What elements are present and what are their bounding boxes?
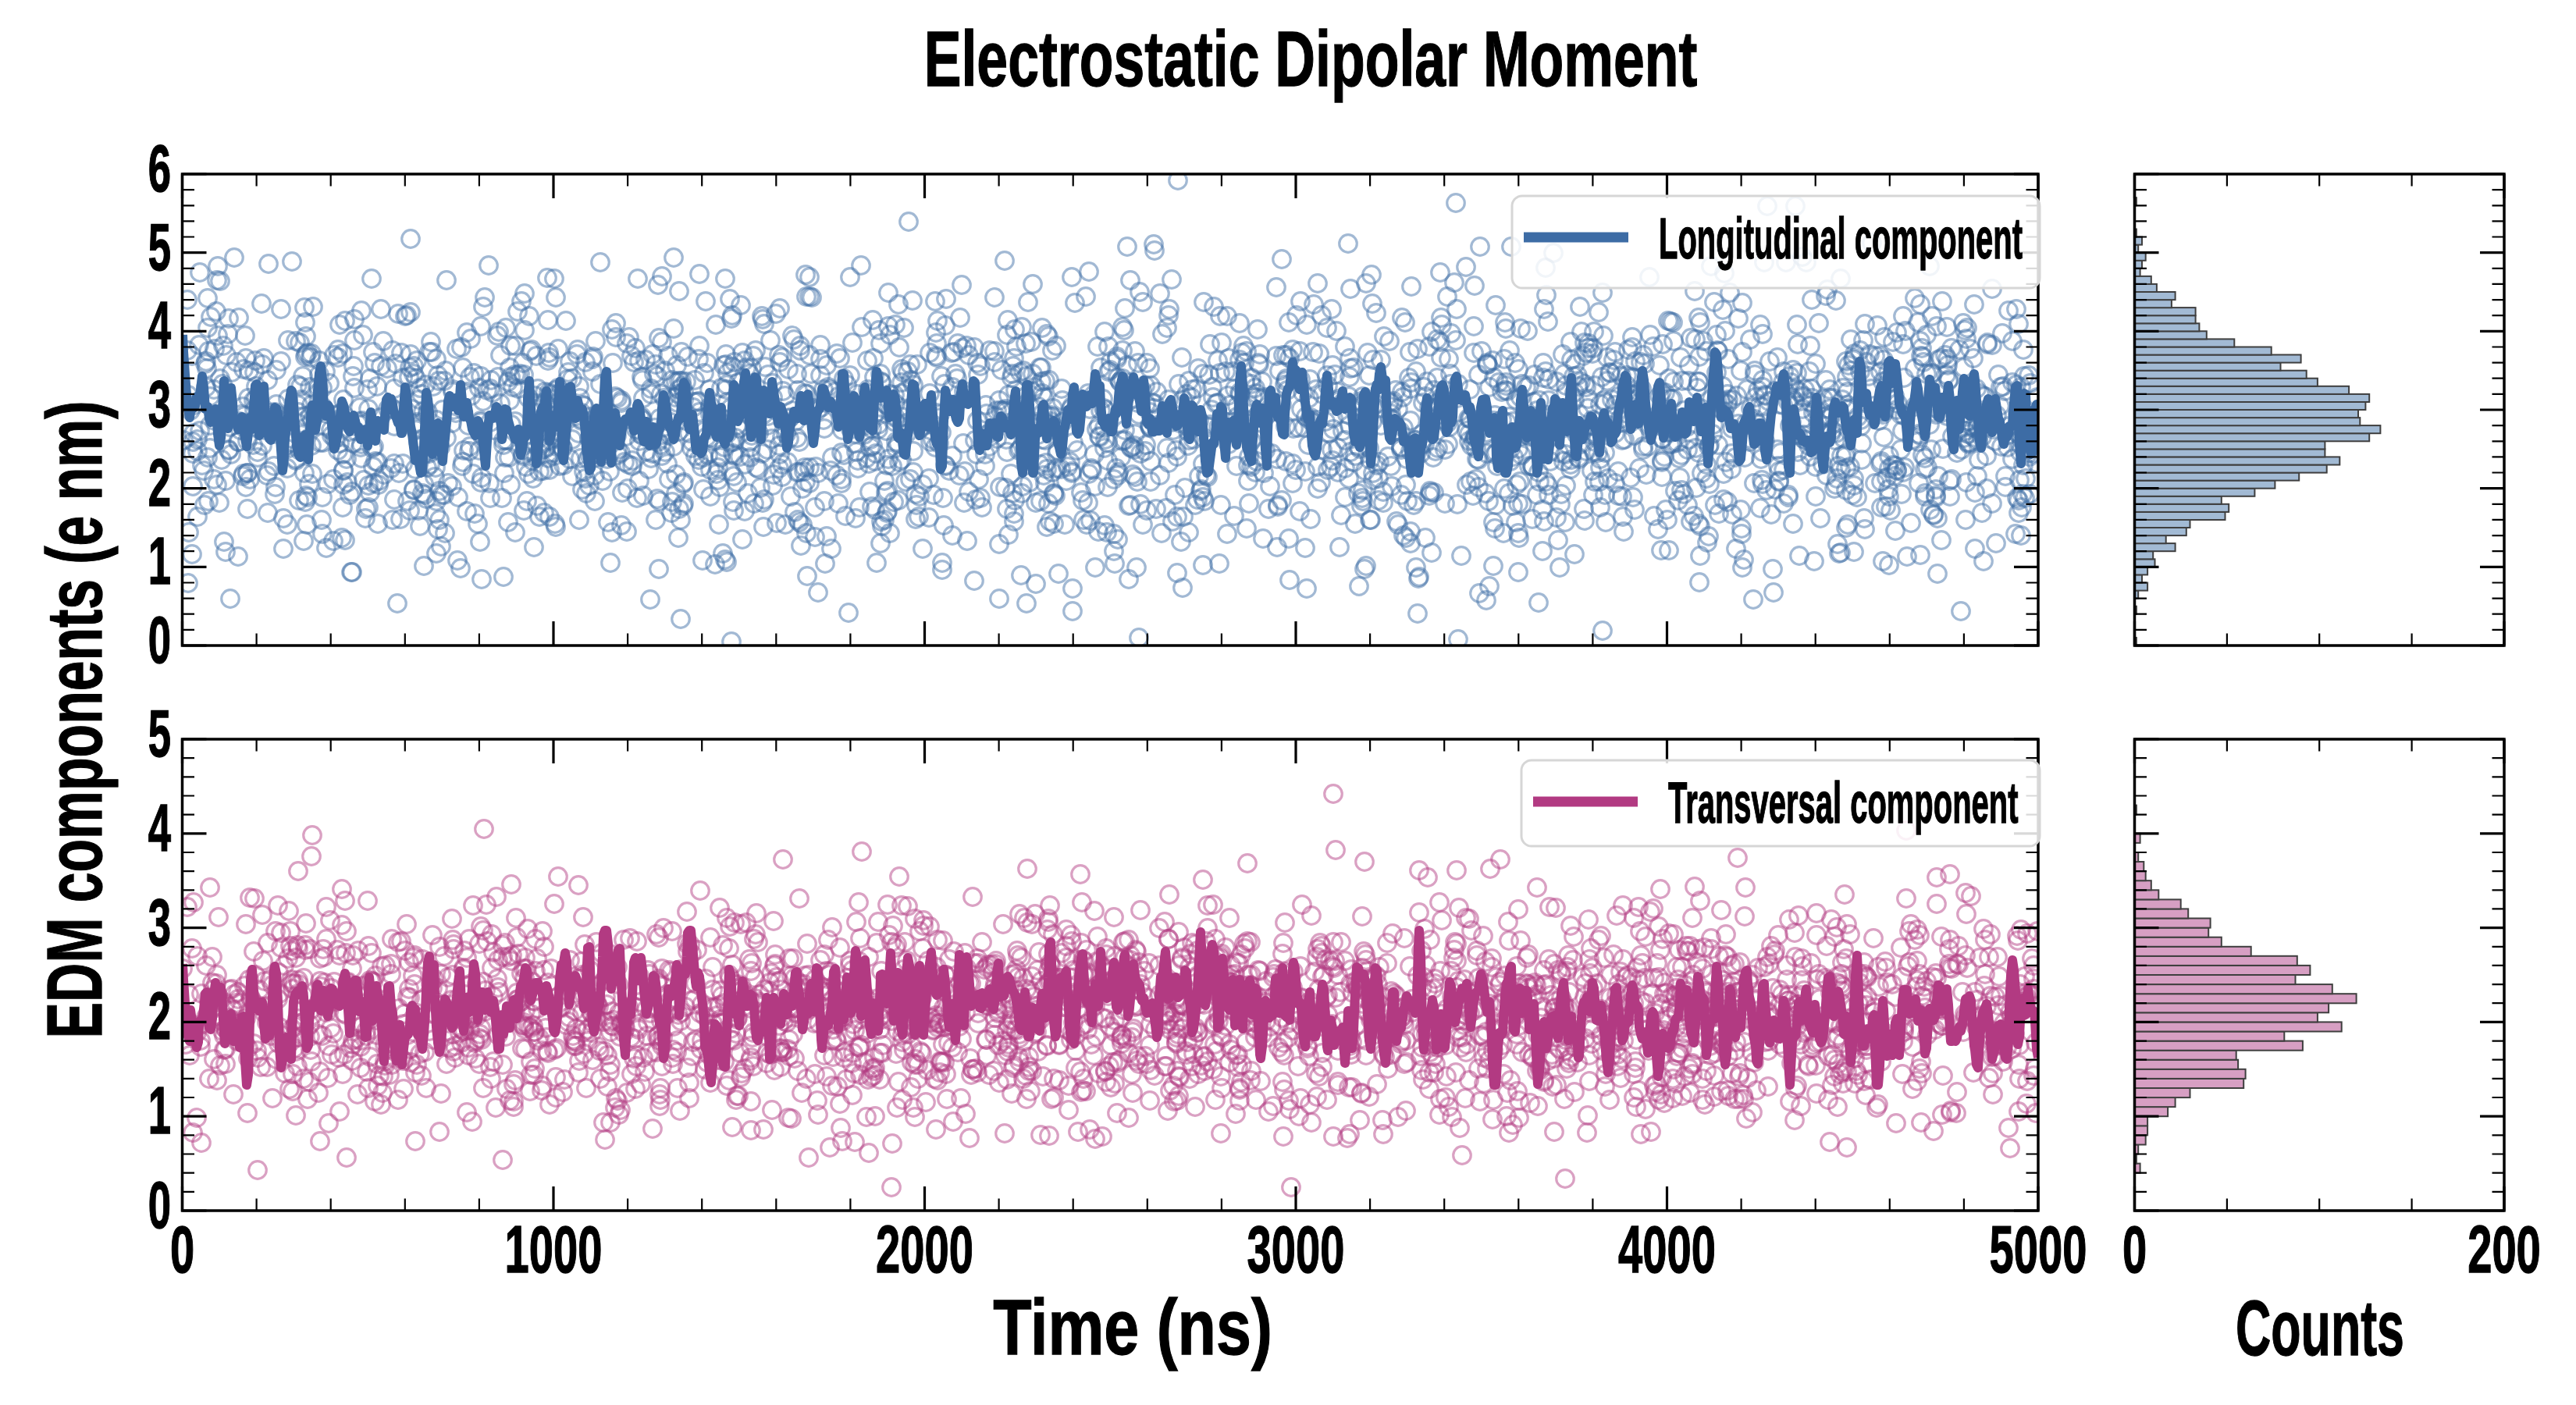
svg-text:5000: 5000 xyxy=(1990,1212,2087,1286)
svg-text:1: 1 xyxy=(148,524,171,598)
svg-text:0: 0 xyxy=(2122,1212,2147,1286)
svg-text:3000: 3000 xyxy=(1247,1212,1345,1286)
svg-text:6: 6 xyxy=(148,131,171,205)
svg-text:3: 3 xyxy=(148,885,171,959)
svg-text:0: 0 xyxy=(170,1212,194,1286)
svg-text:4: 4 xyxy=(148,791,171,865)
svg-text:1: 1 xyxy=(148,1073,171,1147)
svg-text:2: 2 xyxy=(148,979,171,1053)
svg-text:4000: 4000 xyxy=(1618,1212,1716,1286)
svg-text:Time (ns): Time (ns) xyxy=(993,1282,1272,1371)
svg-text:Counts: Counts xyxy=(2236,1284,2404,1372)
svg-text:EDM components (e nm): EDM components (e nm) xyxy=(30,401,118,1039)
svg-text:Transversal component: Transversal component xyxy=(1668,770,2019,835)
svg-text:5: 5 xyxy=(148,696,171,770)
svg-text:Electrostatic Dipolar Moment: Electrostatic Dipolar Moment xyxy=(924,15,1698,103)
svg-text:200: 200 xyxy=(2467,1212,2541,1286)
svg-text:Longitudinal component: Longitudinal component xyxy=(1659,206,2023,271)
svg-text:5: 5 xyxy=(148,210,171,284)
svg-text:1000: 1000 xyxy=(505,1212,603,1286)
svg-text:0: 0 xyxy=(148,1168,171,1242)
svg-text:2000: 2000 xyxy=(876,1212,973,1286)
svg-text:4: 4 xyxy=(148,288,171,362)
svg-text:2: 2 xyxy=(148,446,171,520)
svg-text:0: 0 xyxy=(148,603,171,677)
svg-text:3: 3 xyxy=(148,367,171,441)
